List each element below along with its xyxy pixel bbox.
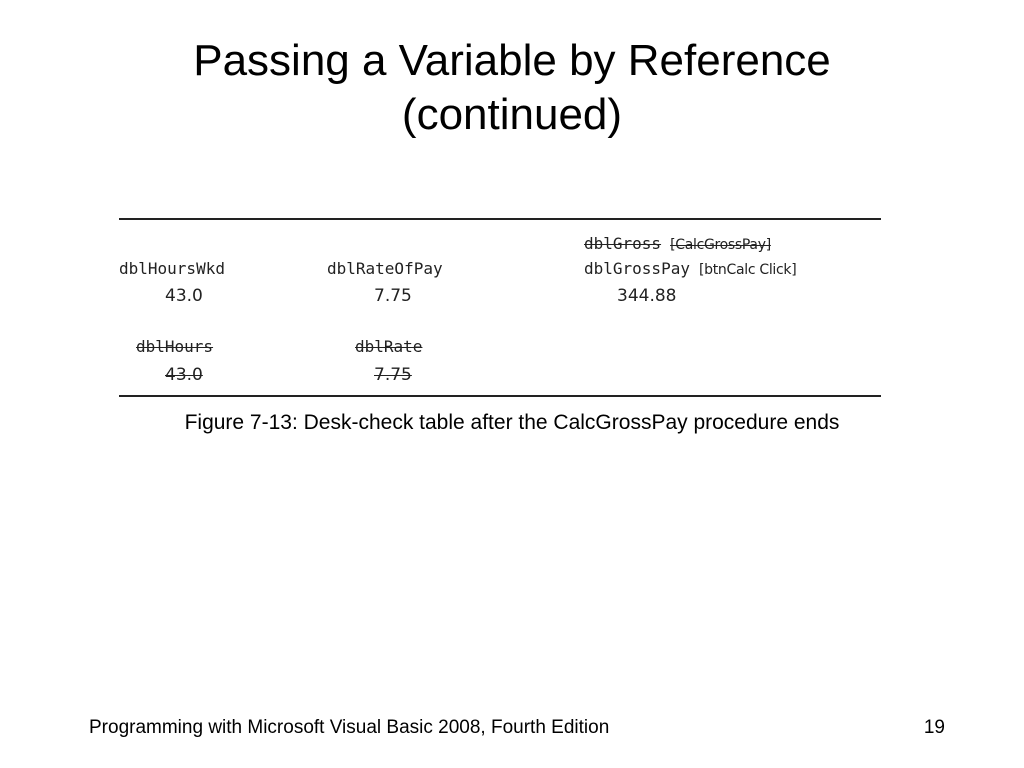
desk-check-table: dblHoursWkd dblRateOfPay dblGross [CalcGr… bbox=[119, 218, 881, 398]
figure-caption: Figure 7-13: Desk-check table after the … bbox=[184, 411, 840, 434]
var-name-dblgrosspay: dblGrossPay bbox=[584, 259, 690, 278]
var-name-dblgross: dblGross bbox=[584, 234, 662, 253]
table-top-rule bbox=[119, 218, 881, 220]
var-name-dblhourswkd: dblHoursWkd bbox=[119, 259, 225, 278]
struck-var-dblgross: dblGross [CalcGrossPay] bbox=[584, 234, 771, 255]
var-name-dblhours: dblHours bbox=[136, 337, 214, 356]
page-number: 19 bbox=[923, 717, 945, 738]
var-dblgrosspay: dblGrossPay [btnCalc Click] bbox=[584, 259, 797, 280]
scope-label-btncalc-click: [btnCalc Click] bbox=[698, 262, 797, 278]
value-dblhourswkd: 43.0 bbox=[165, 286, 203, 306]
var-name-dblrateofpay: dblRateOfPay bbox=[327, 259, 443, 278]
value-dblrate: 7.75 bbox=[374, 365, 412, 385]
slide-title: Passing a Variable by Reference (continu… bbox=[0, 34, 1024, 142]
slide-title-line-1: Passing a Variable by Reference bbox=[193, 36, 831, 85]
scope-label-calcgrosspay: [CalcGrossPay] bbox=[670, 237, 771, 253]
value-dblhours: 43.0 bbox=[165, 365, 203, 385]
table-bottom-rule bbox=[119, 395, 881, 397]
footer-book-title: Programming with Microsoft Visual Basic … bbox=[89, 717, 610, 738]
slide-title-line-2: (continued) bbox=[401, 90, 623, 139]
value-dblgrosspay: 344.88 bbox=[617, 286, 677, 306]
value-dblrateofpay: 7.75 bbox=[374, 286, 412, 306]
var-name-dblrate: dblRate bbox=[355, 337, 423, 356]
